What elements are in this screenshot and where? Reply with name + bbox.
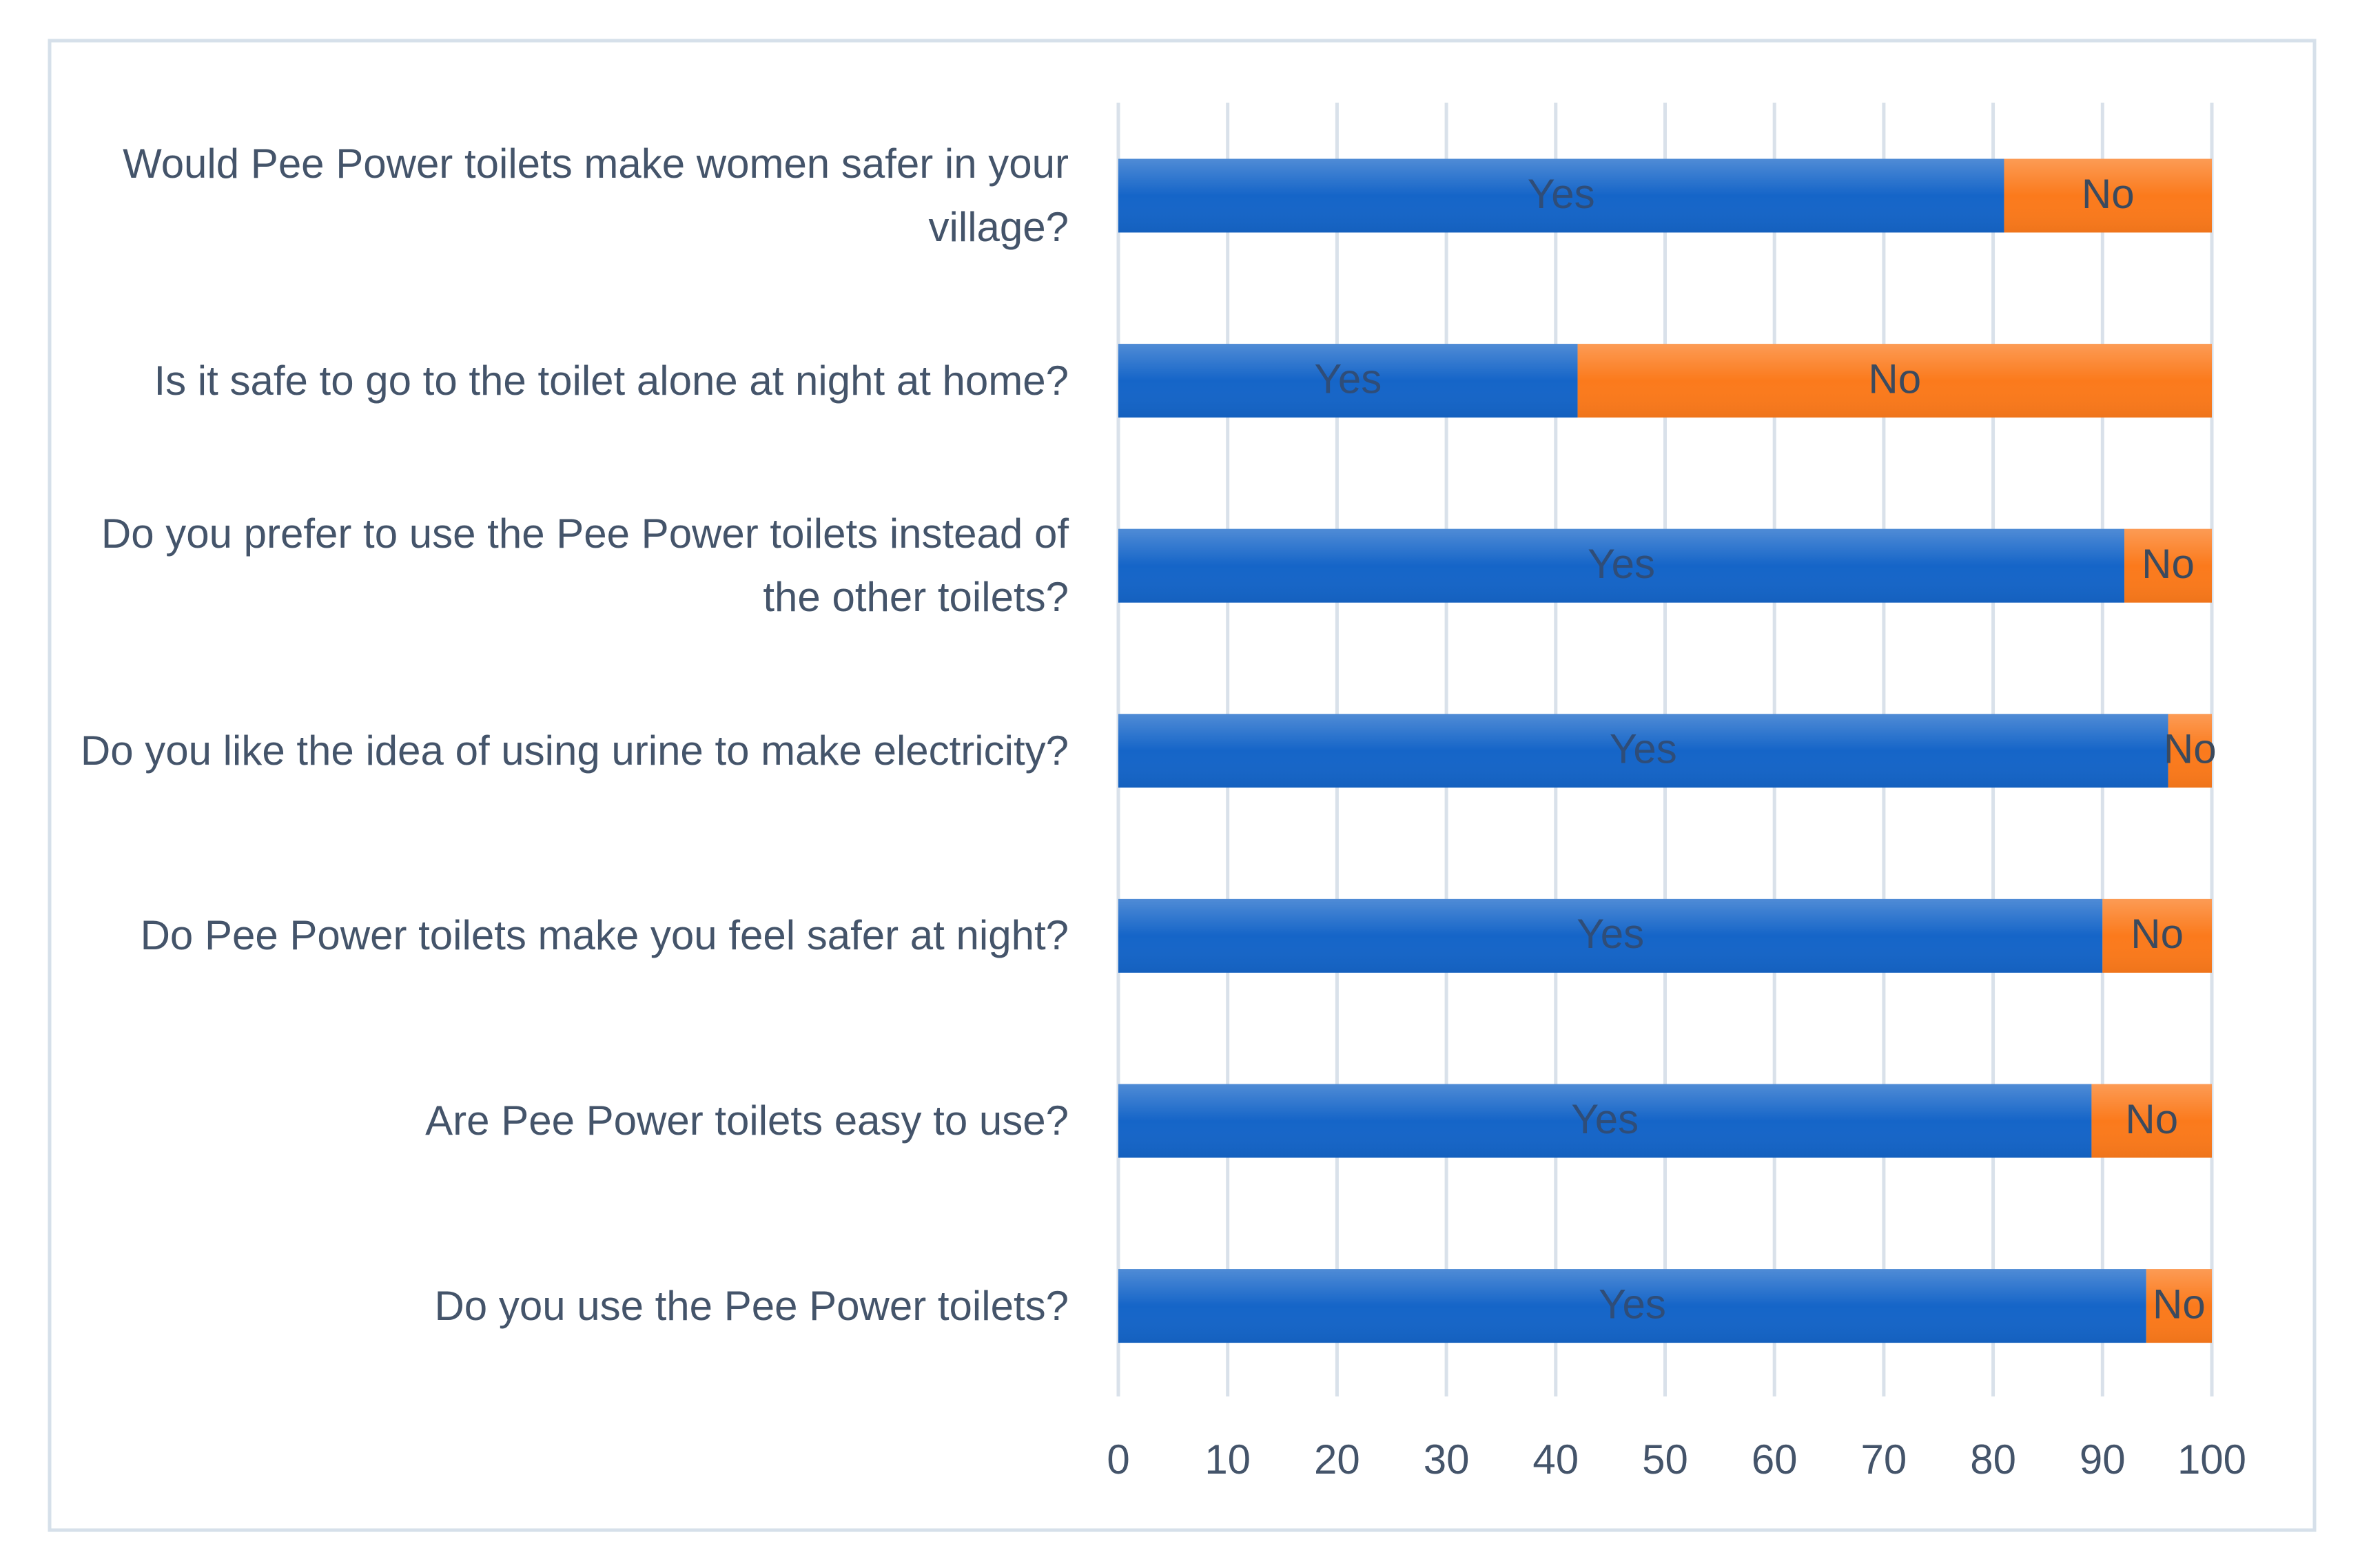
bar-shade [2146,1269,2212,1343]
bar-shade [1577,344,2212,418]
data-label: No [2153,1281,2206,1327]
category-label: Is it safe to go to the toilet alone at … [154,357,1069,404]
chart-border [48,39,2317,1532]
data-label: Yes [1577,911,1644,957]
category-label: Do you use the Pee Power toilets? [434,1282,1069,1329]
data-label: No [2142,541,2195,587]
bar-shade [1118,1084,2092,1158]
data-label: Yes [1571,1096,1639,1142]
x-tick-label: 0 [1107,1436,1129,1483]
x-tick-label: 20 [1314,1436,1360,1483]
bar-shade [2102,898,2212,973]
data-label: Yes [1588,541,1655,587]
bar-shade [1118,344,1578,418]
category-label: Do Pee Power toilets make you feel safer… [140,912,1069,959]
data-label: No [2131,911,2184,957]
bar-shade [2168,714,2212,788]
x-tick-label: 100 [2177,1436,2246,1483]
x-tick-label: 40 [1532,1436,1579,1483]
bar-shade [1118,714,2168,788]
data-label: No [2164,726,2217,772]
bar-shade [1118,528,2125,603]
bar-shade [2004,158,2212,233]
data-label: Yes [1610,726,1677,772]
x-tick-label: 70 [1861,1436,1907,1483]
bar-shade [1118,898,2103,973]
category-label: Would Pee Power toilets make women safer… [123,141,1069,250]
data-label: No [1868,355,1921,402]
data-label: Yes [1599,1281,1666,1327]
data-label: Yes [1314,355,1382,402]
bar-shade [1118,158,2004,233]
category-label: Do you prefer to use the Pee Power toile… [101,510,1069,621]
x-tick-label: 90 [2080,1436,2126,1483]
x-tick-label: 80 [1970,1436,2016,1483]
bar-shade [2124,528,2212,603]
bar-shade [2091,1084,2212,1158]
x-tick-label: 60 [1752,1436,1798,1483]
x-tick-label: 10 [1204,1436,1251,1483]
data-label: Yes [1528,171,1595,217]
data-label: No [2125,1096,2178,1142]
category-label: Do you like the idea of using urine to m… [80,727,1069,774]
x-tick-label: 50 [1642,1436,1688,1483]
bar-shade [1118,1269,2146,1343]
x-tick-label: 30 [1424,1436,1470,1483]
data-label: No [2082,171,2135,217]
category-label: Are Pee Power toilets easy to use? [425,1097,1069,1144]
